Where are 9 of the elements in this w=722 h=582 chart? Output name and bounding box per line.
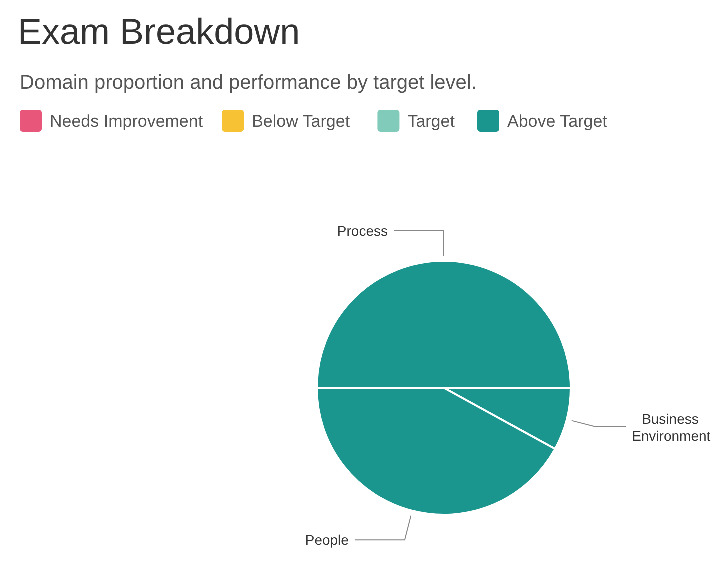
text: Above Target — [508, 112, 608, 131]
slice-label: People — [305, 532, 350, 548]
chart-title: Exam Breakdown — [18, 11, 300, 52]
chart-subtitle: Domain proportion and performance by target level. — [20, 72, 477, 94]
slice-label: Process — [337, 223, 388, 239]
text: Below Target — [252, 112, 350, 131]
text: Target — [408, 112, 456, 131]
text: Needs Improvement — [50, 112, 204, 131]
slice-label: Business Environment — [632, 411, 711, 444]
